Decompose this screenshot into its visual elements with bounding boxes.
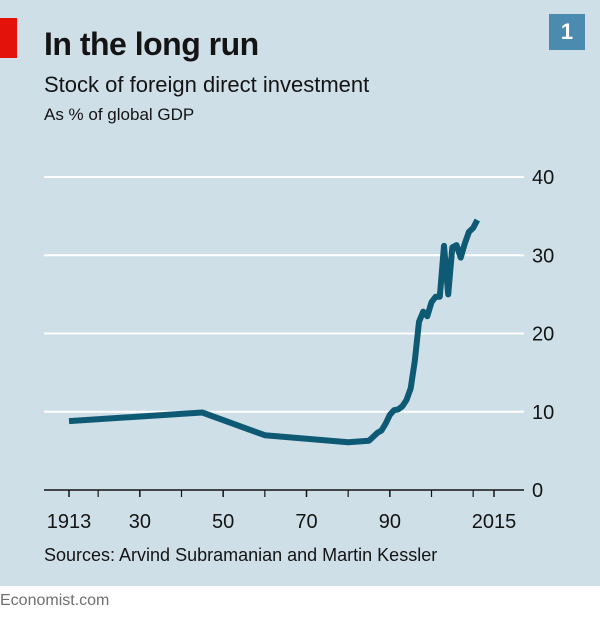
figure-number-badge: 1 — [549, 14, 585, 50]
brand-watermark: Economist.com — [0, 592, 110, 609]
x-tick-label: 50 — [212, 511, 234, 533]
chart-panel — [0, 0, 600, 586]
x-tick-label: 1913 — [47, 511, 92, 533]
unit-note: As % of global GDP — [44, 105, 195, 124]
y-tick-label: 40 — [532, 167, 554, 189]
x-tick-label: 30 — [129, 511, 151, 533]
y-tick-label: 0 — [532, 480, 543, 502]
line-chart: 0 10 20 30 40 1913 30 50 70 90 2015 — [44, 167, 555, 533]
y-tick-label: 10 — [532, 402, 554, 424]
series-layer — [68, 218, 480, 446]
x-tick-label: 70 — [295, 511, 317, 533]
x-tick-label: 90 — [379, 511, 401, 533]
tick-labels: 0 10 20 30 40 1913 30 50 70 90 2015 — [47, 167, 555, 533]
source-note: Sources: Arvind Subramanian and Martin K… — [44, 545, 438, 565]
red-corner-tag — [0, 18, 17, 58]
x-axis — [44, 489, 524, 497]
fdi-stock-line — [68, 218, 480, 446]
x-tick-label: 2015 — [472, 511, 517, 533]
gridlines — [44, 176, 524, 413]
chart-subtitle: Stock of foreign direct investment — [44, 72, 370, 97]
chart-title: In the long run — [44, 26, 259, 62]
y-tick-label: 30 — [532, 245, 554, 267]
y-tick-label: 20 — [532, 324, 554, 346]
